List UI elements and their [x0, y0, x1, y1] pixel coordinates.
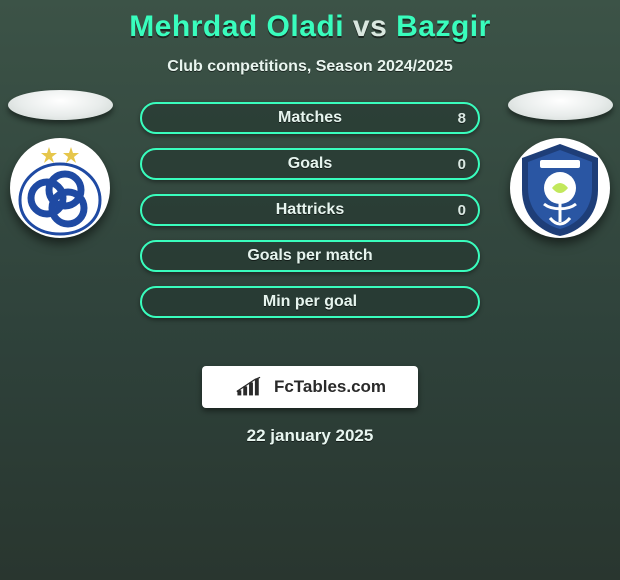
title-vs: vs: [353, 10, 387, 43]
comparison-infographic: Mehrdad Oladi vs Bazgir Club competition…: [0, 0, 620, 580]
title-player-right: Bazgir: [396, 10, 491, 43]
date: 22 january 2025: [0, 426, 620, 446]
brand-text: FcTables.com: [274, 377, 386, 397]
stat-bars: Matches 8 Goals 0 Hattricks 0 Goals per match M…: [140, 102, 480, 318]
stat-bar-value-right: 0: [458, 156, 466, 173]
stat-bar: Matches 8: [140, 102, 480, 134]
title-player-left: Mehrdad Oladi: [129, 10, 344, 43]
stat-bar-label: Matches: [278, 109, 342, 127]
brand-box: FcTables.com: [202, 366, 418, 408]
stat-bar-label: Hattricks: [276, 201, 344, 219]
brand-bars-icon: [234, 376, 268, 398]
stat-bar-value-right: 8: [458, 110, 466, 127]
stat-bar-label: Goals per match: [247, 247, 372, 265]
stat-bar: Hattricks 0: [140, 194, 480, 226]
player-left-stack: [0, 90, 120, 238]
player-right-stack: [500, 90, 620, 238]
stat-bar: Goals 0: [140, 148, 480, 180]
stats-arena: Matches 8 Goals 0 Hattricks 0 Goals per match M…: [0, 102, 620, 352]
player-right-disc: [508, 90, 613, 120]
stat-bar: Min per goal: [140, 286, 480, 318]
stat-bar-value-right: 0: [458, 202, 466, 219]
crest-left-star-1: [41, 147, 57, 163]
crest-right-svg: [510, 138, 610, 238]
stat-bar-label: Min per goal: [263, 293, 357, 311]
page-title: Mehrdad Oladi vs Bazgir: [0, 0, 620, 44]
crest-right: [510, 138, 610, 238]
stat-bar: Goals per match: [140, 240, 480, 272]
crest-left: [10, 138, 110, 238]
stat-bar-label: Goals: [288, 155, 332, 173]
player-left-disc: [8, 90, 113, 120]
crest-left-star-2: [63, 147, 79, 163]
crest-right-banner: [540, 160, 580, 168]
subtitle: Club competitions, Season 2024/2025: [0, 58, 620, 76]
crest-left-svg: [10, 138, 110, 238]
